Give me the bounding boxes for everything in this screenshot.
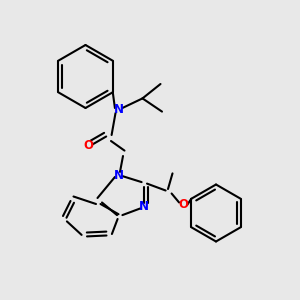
Text: N: N <box>113 169 124 182</box>
Text: O: O <box>83 139 94 152</box>
Text: O: O <box>178 197 188 211</box>
Text: N: N <box>113 103 124 116</box>
Text: N: N <box>139 200 149 214</box>
